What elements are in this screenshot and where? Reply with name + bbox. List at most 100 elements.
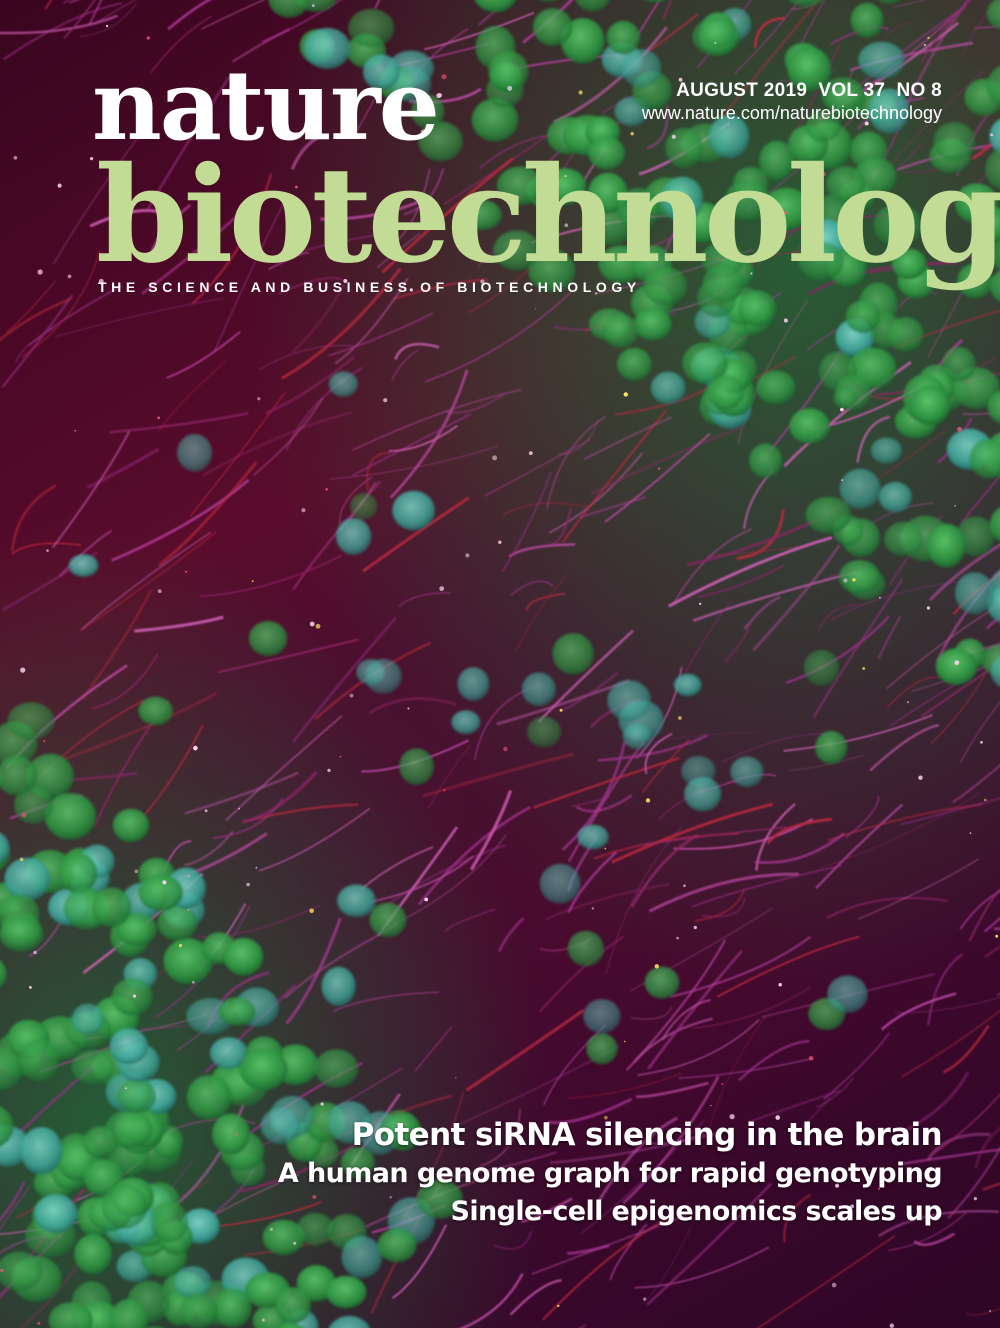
cell-nucleus — [364, 658, 402, 694]
cell-nucleus — [240, 1048, 288, 1091]
fiber — [195, 904, 320, 938]
bright-punctum — [658, 467, 661, 470]
fiber — [930, 640, 1000, 744]
fiber — [898, 1071, 970, 1136]
bright-punctum — [187, 875, 190, 878]
bright-punctum — [973, 1197, 978, 1201]
bright-punctum — [969, 832, 972, 834]
bright-punctum — [301, 508, 306, 513]
fiber — [167, 0, 212, 31]
cell-nucleus — [762, 187, 811, 230]
bright-punctum — [178, 944, 183, 948]
bright-punctum — [957, 426, 962, 432]
cell-nucleus — [157, 905, 198, 941]
bright-punctum — [783, 318, 788, 323]
bright-punctum — [424, 897, 429, 902]
cell-nucleus — [418, 121, 463, 162]
cell-nucleus — [956, 516, 995, 557]
fiber — [81, 588, 153, 700]
cell-nucleus — [990, 270, 1000, 303]
fiber — [440, 1151, 557, 1180]
fiber — [831, 579, 978, 620]
cell-nucleus — [539, 0, 558, 2]
fiber — [329, 445, 499, 480]
bright-punctum — [454, 1076, 457, 1079]
bright-punctum — [157, 416, 160, 420]
fiber — [567, 740, 645, 862]
fiber — [146, 76, 231, 211]
cell-nucleus — [789, 408, 830, 444]
fiber — [928, 543, 1000, 602]
fiber — [427, 744, 471, 809]
cell-nucleus — [48, 1302, 93, 1328]
fiber — [292, 616, 397, 743]
bright-punctum — [750, 272, 753, 275]
fiber — [55, 297, 224, 337]
bright-punctum — [678, 77, 683, 82]
bright-punctum — [315, 623, 321, 629]
bright-punctum — [29, 986, 32, 989]
cell-nucleus — [622, 722, 652, 750]
bright-punctum — [13, 156, 18, 160]
fiber — [736, 509, 785, 560]
fiber — [671, 528, 752, 606]
bright-punctum — [676, 936, 679, 940]
fiber — [942, 1024, 990, 1074]
cell-nucleus — [179, 1293, 218, 1328]
fiber — [551, 507, 573, 546]
bright-punctum — [90, 157, 94, 161]
fiber — [604, 432, 711, 523]
fiber — [571, 795, 611, 808]
fiber — [720, 0, 821, 119]
bright-punctum — [193, 745, 198, 751]
cell-nucleus — [935, 648, 977, 685]
fiber — [158, 461, 258, 567]
fiber — [692, 571, 856, 622]
bright-punctum — [106, 24, 109, 28]
bright-punctum — [407, 707, 410, 710]
bright-punctum — [349, 693, 354, 698]
fiber — [376, 232, 420, 269]
bright-punctum — [327, 768, 331, 773]
cell-nucleus — [815, 730, 848, 765]
cell-nucleus — [7, 702, 55, 740]
fiber — [547, 1097, 633, 1125]
fiber — [533, 756, 680, 809]
fiber — [697, 564, 785, 598]
fiber — [478, 134, 548, 169]
cell-nucleus — [44, 793, 96, 840]
cell-nucleus — [328, 1101, 373, 1144]
bright-punctum — [67, 274, 72, 279]
cell-nucleus — [706, 375, 745, 410]
fiber — [109, 412, 249, 434]
cell-nucleus — [821, 77, 865, 113]
cell-nucleus — [112, 808, 150, 843]
fiber — [81, 531, 212, 630]
cell-nucleus — [873, 203, 922, 247]
cell-nucleus — [787, 47, 832, 91]
bright-punctum — [46, 549, 49, 552]
cell-nucleus — [150, 1201, 189, 1243]
bright-punctum — [865, 113, 869, 117]
cell-nucleus — [588, 136, 626, 170]
fiber — [550, 1132, 716, 1164]
fiber — [212, 798, 284, 839]
fiber — [63, 692, 217, 761]
cell-nucleus — [163, 938, 213, 984]
fiber — [21, 249, 102, 358]
cell-nucleus — [335, 518, 372, 555]
cell-nucleus — [827, 975, 868, 1013]
cell-nucleus — [328, 371, 359, 398]
fiber — [752, 544, 841, 652]
fiber — [662, 0, 673, 19]
fiber — [391, 1224, 447, 1299]
bright-punctum — [255, 866, 258, 869]
cell-nucleus — [275, 1287, 312, 1324]
fiber — [560, 671, 619, 712]
cell-nucleus — [268, 0, 310, 18]
bright-punctum — [693, 925, 697, 930]
fiber — [459, 1273, 524, 1328]
bright-punctum — [503, 746, 508, 752]
cell-nucleus — [341, 1236, 383, 1279]
